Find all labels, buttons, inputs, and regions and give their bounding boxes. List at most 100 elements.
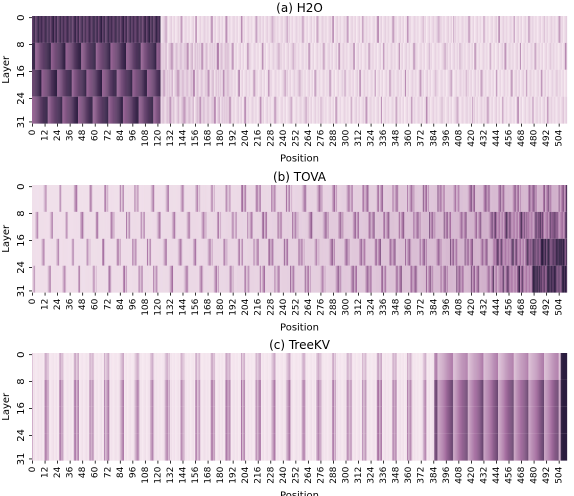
heatmap-cell [534, 211, 536, 239]
heatmap-cell [288, 16, 290, 43]
heatmap-cell [362, 238, 364, 266]
heatmap-cell [513, 42, 515, 70]
heatmap-cell [145, 96, 148, 124]
heatmap-cell [58, 42, 60, 70]
heatmap-cell [485, 42, 487, 70]
heatmap-cell [371, 42, 373, 70]
heatmap-cell [112, 96, 114, 124]
heatmap-cell [522, 211, 524, 239]
heatmap-cell [291, 211, 293, 239]
x-tick-label: 312 [354, 130, 364, 147]
heatmap-cell [95, 211, 97, 239]
heatmap-cell [98, 353, 101, 380]
heatmap-cell [133, 353, 135, 380]
heatmap-cell [557, 265, 559, 293]
heatmap-cell [376, 96, 379, 124]
heatmap-cell [247, 211, 249, 239]
heatmap-cell [407, 238, 409, 266]
heatmap-cell [41, 42, 43, 70]
heatmap-cell [526, 185, 528, 212]
heatmap-cell [477, 265, 479, 293]
heatmap-cell [60, 379, 62, 407]
heatmap-cell [174, 265, 176, 293]
heatmap-cell [167, 379, 170, 407]
heatmap-cell [422, 96, 424, 124]
heatmap-cell [177, 96, 179, 124]
heatmap-cell [208, 265, 210, 293]
heatmap-cell [172, 96, 174, 124]
heatmap-cell [207, 42, 209, 70]
heatmap-cell [322, 185, 324, 212]
heatmap-cell [274, 42, 276, 70]
heatmap-cell [526, 16, 528, 43]
heatmap-cell [151, 42, 153, 70]
heatmap-cell [529, 238, 531, 266]
heatmap-cell [193, 16, 196, 43]
heatmap-cell [208, 185, 210, 212]
heatmap-cell [38, 265, 40, 293]
heatmap-cell [432, 265, 434, 293]
heatmap-cell [41, 16, 43, 43]
heatmap-cell [420, 96, 422, 124]
heatmap-cell [179, 211, 181, 239]
heatmap-cell [523, 211, 525, 239]
heatmap-cell [284, 353, 287, 380]
heatmap-cell [196, 379, 198, 407]
heatmap-cell [123, 96, 126, 124]
heatmap-cell [147, 211, 150, 239]
heatmap-cell [215, 16, 218, 43]
heatmap-cell [318, 265, 320, 293]
heatmap-cell [111, 238, 113, 266]
heatmap-cell [418, 96, 420, 124]
heatmap-cell [346, 185, 348, 212]
heatmap-cell [106, 211, 108, 239]
heatmap-cell [512, 353, 514, 380]
heatmap-cell [34, 379, 36, 407]
heatmap-cell [532, 96, 534, 124]
heatmap-cell [362, 185, 364, 212]
heatmap-cell [468, 42, 470, 70]
heatmap-cell [479, 238, 481, 266]
heatmap-cell [305, 211, 307, 239]
heatmap-cell [249, 42, 251, 70]
heatmap-cell [165, 96, 167, 124]
heatmap-cell [122, 379, 125, 407]
heatmap-cell [93, 185, 95, 212]
heatmap-cell [39, 379, 41, 407]
heatmap-cell [85, 265, 87, 293]
heatmap-cell [64, 16, 66, 43]
heatmap-cell [61, 185, 63, 212]
heatmap-cell [41, 238, 43, 266]
heatmap-cell [186, 69, 188, 97]
heatmap-cell [190, 16, 193, 43]
heatmap-cell [463, 42, 465, 70]
heatmap-cell [127, 16, 129, 43]
heatmap-cell [429, 96, 431, 124]
heatmap-cell [550, 16, 552, 43]
heatmap-cell [66, 353, 68, 380]
heatmap-cell [433, 69, 435, 97]
heatmap-cell [508, 69, 510, 97]
heatmap-cell [477, 96, 479, 124]
heatmap-cell [275, 238, 277, 266]
heatmap-cell [298, 265, 300, 293]
heatmap-cell [448, 96, 451, 124]
heatmap-cell [503, 69, 505, 97]
heatmap-cell [345, 96, 347, 124]
heatmap-cell [245, 211, 247, 239]
heatmap-cell [518, 16, 521, 43]
heatmap-cell [248, 96, 250, 124]
heatmap-cell [554, 69, 556, 97]
x-tick-label: 252 [291, 130, 301, 147]
heatmap-cell [134, 96, 136, 124]
heatmap-cell [158, 69, 160, 97]
heatmap-cell [106, 238, 108, 266]
heatmap-cell [310, 353, 313, 380]
heatmap-cell [295, 185, 297, 212]
heatmap-cell [230, 42, 232, 70]
heatmap-cell [309, 69, 312, 97]
heatmap-cell [266, 16, 268, 43]
heatmap-cell [336, 185, 338, 212]
heatmap-cell [513, 96, 515, 124]
heatmap-cell [254, 238, 256, 266]
